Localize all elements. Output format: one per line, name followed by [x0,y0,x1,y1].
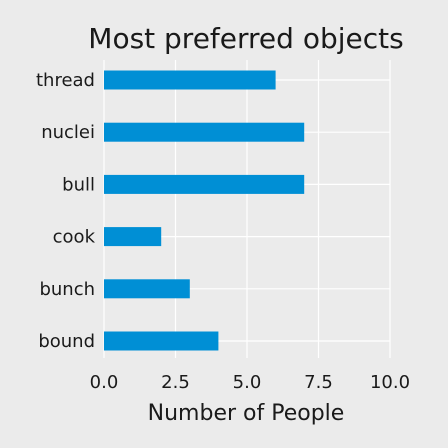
bar-cook [104,227,162,247]
x-tick-label: 5.0 [233,372,262,393]
y-tick-label-bunch: bunch [39,279,95,300]
y-tick-label-nuclei: nuclei [41,122,95,143]
y-tick-label-thread: thread [36,70,95,91]
bar-bound [104,331,219,351]
x-tick-label: 0.0 [90,372,119,393]
bar-bunch [104,279,190,299]
x-tick-label: 7.5 [304,372,333,393]
x-axis-label: Number of People [148,401,345,426]
chart-title: Most preferred objects [88,22,403,55]
x-tick-label: 2.5 [161,372,190,393]
bars [104,70,305,351]
bar-thread [104,70,276,90]
y-tick-labels: thread nuclei bull cook bunch bound [36,70,96,352]
y-tick-label-bound: bound [38,331,95,352]
bar-nuclei [104,122,305,142]
bar-bull [104,174,305,194]
x-tick-labels: 0.0 2.5 5.0 7.5 10.0 [90,372,410,393]
x-tick-label: 10.0 [370,372,410,393]
y-tick-label-bull: bull [62,174,95,195]
y-tick-label-cook: cook [53,227,96,248]
